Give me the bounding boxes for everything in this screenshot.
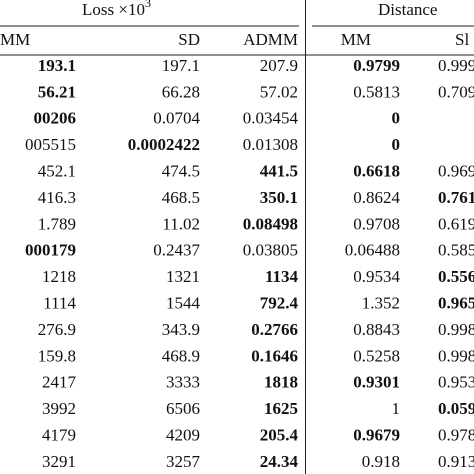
table-cell: 197.1: [162, 56, 200, 75]
table-cell: 1: [392, 399, 401, 418]
table-cell: 0.913: [438, 452, 474, 471]
table-cell: 0.585: [438, 241, 474, 260]
table-cell: 4179: [42, 426, 76, 445]
table-cell: 0: [392, 109, 401, 128]
table-cell: 416.3: [38, 188, 76, 207]
table-cell: 1.352: [362, 294, 400, 313]
table-cell: 1218: [42, 267, 76, 286]
table-cell: 0.01308: [243, 135, 298, 154]
table-cell: 000179: [25, 241, 76, 260]
table-cell: 0.998: [438, 346, 474, 365]
table-cell: 0.06488: [345, 241, 400, 260]
table-cell: 0.8843: [353, 320, 400, 339]
table-cell: 005515: [25, 135, 76, 154]
table-cell: 792.4: [260, 294, 299, 313]
table-cell: 1.789: [38, 214, 76, 233]
table-cell: 1544: [166, 294, 201, 313]
table-cell: 0.0593: [438, 399, 474, 418]
table-cell: 0.965: [438, 294, 474, 313]
table-cell: 0.619: [438, 214, 474, 233]
table-cell: 0.9799: [353, 56, 400, 75]
table-cell: 1114: [43, 294, 76, 313]
table-cell: 1818: [264, 373, 298, 392]
table-cell: 0.978: [438, 426, 474, 445]
table-cell: 1321: [166, 267, 200, 286]
table-cell: 193.1: [38, 56, 76, 75]
table-cell: 0.9679: [353, 426, 400, 445]
table-cell: 0.999: [438, 56, 474, 75]
table-cell: 441.5: [260, 162, 298, 181]
table-cell: 0.969: [438, 162, 474, 181]
table-cell: 0.709: [438, 82, 474, 101]
table-cell: 0.998: [438, 320, 474, 339]
table-cell: 0.1646: [251, 346, 298, 365]
table-cell: 0.8624: [353, 188, 400, 207]
column-header: MM: [0, 30, 30, 49]
table-cell: 2417: [42, 373, 77, 392]
table-cell: 350.1: [260, 188, 298, 207]
group-header: Loss ×103: [82, 0, 151, 19]
table-cell: 24.34: [260, 452, 299, 471]
table-cell: 0.03454: [243, 109, 299, 128]
table-cell: 0.918: [362, 452, 400, 471]
table-cell: 474.5: [162, 162, 200, 181]
table-cell: 205.4: [260, 426, 299, 445]
table-cell: 0.2766: [251, 320, 298, 339]
table-cell: 0.0704: [153, 109, 200, 128]
table-cell: 452.1: [38, 162, 76, 181]
table-cell: 56.21: [38, 82, 76, 101]
table-cell: 3291: [42, 452, 76, 471]
column-header: MM: [341, 30, 371, 49]
table-cell: 0.03805: [243, 241, 298, 260]
table-cell: 66.28: [162, 82, 200, 101]
table-cell: 3333: [166, 373, 200, 392]
table-cell: 1134: [265, 267, 299, 286]
column-header: ADMM: [243, 30, 298, 49]
table-cell: 3257: [166, 452, 201, 471]
table-cell: 0.2437: [153, 241, 200, 260]
table-cell: 6506: [166, 399, 200, 418]
table-cell: 0: [392, 135, 401, 154]
table-cell: 0.08498: [243, 214, 298, 233]
table-cell: 0.5813: [353, 82, 400, 101]
table-cell: 0.9708: [353, 214, 400, 233]
table-cell: 343.9: [162, 320, 200, 339]
table-cell: 468.5: [162, 188, 200, 207]
table-cell: 0.9301: [353, 373, 400, 392]
table-cell: 0.6618: [353, 162, 400, 181]
table-cell: 276.9: [38, 320, 76, 339]
table-cell: 1625: [264, 399, 298, 418]
table-cell: 0.5258: [353, 346, 400, 365]
table-cell: 159.8: [38, 346, 76, 365]
table-cell: 0.0002422: [128, 135, 200, 154]
table-cell: 207.9: [260, 56, 298, 75]
table-cell: 0.556: [438, 267, 474, 286]
table-cell: 0.953: [438, 373, 474, 392]
table-cell: 0.761: [438, 188, 474, 207]
table-cell: 0.9534: [353, 267, 400, 286]
table-cell: 4209: [166, 426, 200, 445]
table-cell: 468.9: [162, 346, 200, 365]
group-header: Distance: [378, 0, 437, 19]
column-header: Sl: [455, 30, 469, 49]
table-cell: 57.02: [260, 82, 298, 101]
table-cell: 3992: [42, 399, 76, 418]
column-header: SD: [178, 30, 200, 49]
table-cell: 11.02: [162, 214, 200, 233]
table-cell: 00206: [34, 109, 77, 128]
